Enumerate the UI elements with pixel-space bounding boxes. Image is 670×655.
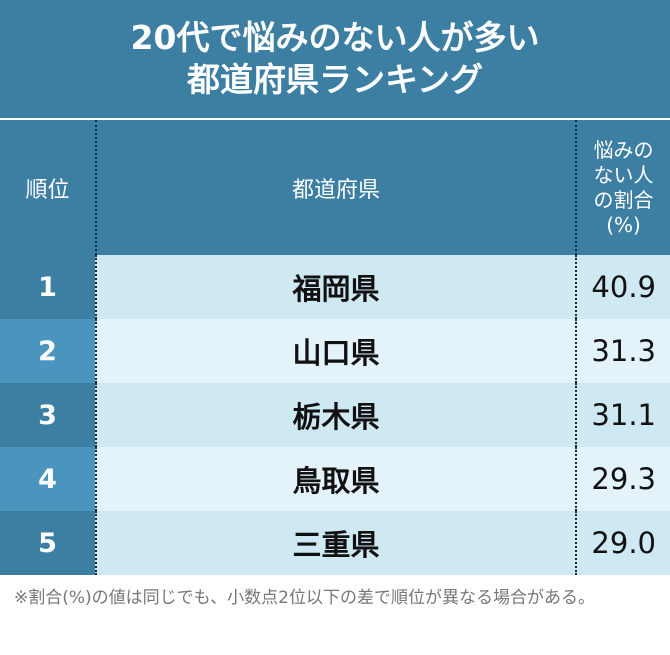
prefecture-cell: 山口県 [95,319,577,383]
prefecture-cell: 三重県 [95,511,577,575]
ratio-cell: 29.0 [577,511,670,575]
header-rank: 順位 [0,120,95,255]
prefecture-cell: 福岡県 [95,255,577,319]
ranking-title: 20代で悩みのない人が多い 都道府県ランキング [0,0,670,118]
rank-cell: 4 [0,447,95,511]
prefecture-cell: 栃木県 [95,383,577,447]
header-ratio-label: 悩みの ない人 の割合 (%) [593,137,654,237]
ratio-cell: 40.9 [577,255,670,319]
table-header: 順位 都道府県 悩みの ない人 の割合 (%) [0,118,670,255]
table-row: 2 山口県 31.3 [0,319,670,383]
ratio-cell: 31.1 [577,383,670,447]
footnote: ※割合(%)の値は同じでも、小数点2位以下の差で順位が異なる場合がある。 [14,588,595,608]
table-row: 1 福岡県 40.9 [0,255,670,319]
title-line-1: 20代で悩みのない人が多い [130,18,540,57]
rank-cell: 1 [0,255,95,319]
header-prefecture-label: 都道府県 [291,177,380,203]
ratio-cell: 29.3 [577,447,670,511]
prefecture-cell: 鳥取県 [95,447,577,511]
header-prefecture: 都道府県 [95,120,577,255]
header-rank-label: 順位 [25,177,70,203]
table-row: 4 鳥取県 29.3 [0,447,670,511]
rank-cell: 5 [0,511,95,575]
header-ratio: 悩みの ない人 の割合 (%) [577,120,670,255]
table-row: 3 栃木県 31.1 [0,383,670,447]
rank-cell: 3 [0,383,95,447]
table-row: 5 三重県 29.0 [0,511,670,575]
table-body: 1 福岡県 40.9 2 山口県 31.3 3 栃木県 31.1 4 鳥取県 2… [0,255,670,575]
ratio-cell: 31.3 [577,319,670,383]
title-line-2: 都道府県ランキング [186,60,483,99]
rank-cell: 2 [0,319,95,383]
